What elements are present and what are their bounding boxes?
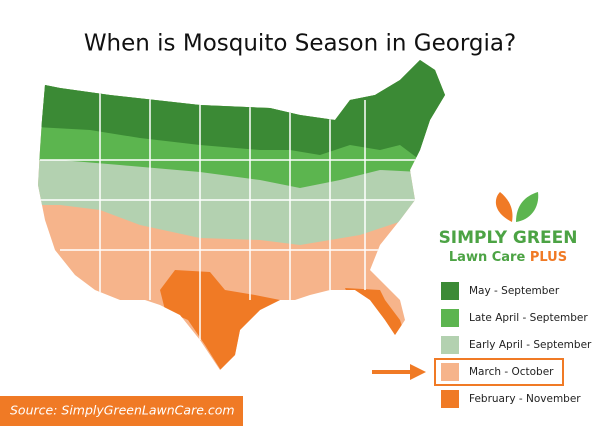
- logo-plus: PLUS: [530, 250, 567, 265]
- legend-swatch: [441, 336, 459, 354]
- title: When is Mosquito Season in Georgia?: [84, 31, 516, 57]
- legend-swatch: [441, 282, 459, 300]
- legend-label: Early April - September: [469, 339, 592, 351]
- legend-label: March - October: [469, 366, 554, 378]
- legend-highlight: [434, 358, 564, 386]
- source: Source: SimplyGreenLawnCare.com: [10, 403, 235, 418]
- legend-label: May - September: [469, 285, 560, 297]
- source-box: [0, 396, 243, 426]
- legend-swatch: [441, 390, 459, 408]
- legend: May - September Late April - September Ear…: [434, 282, 592, 408]
- logo-subline: Lawn Care PLUS: [449, 250, 567, 265]
- legend-swatch: [441, 363, 459, 381]
- legend-swatch: [441, 309, 459, 327]
- logo: SIMPLY GREEN Lawn Care PLUS: [439, 192, 578, 265]
- logo-leaf: [516, 192, 539, 222]
- state-borders: [40, 80, 440, 340]
- logo-lawn-care: Lawn Care: [449, 250, 526, 265]
- logo-brand: SIMPLY GREEN: [439, 228, 578, 248]
- logo-leaf: [495, 192, 513, 222]
- legend-label: February - November: [469, 393, 581, 405]
- zone-texas: [160, 270, 285, 370]
- arrow-head: [410, 364, 426, 380]
- legend-label: Late April - September: [469, 312, 588, 324]
